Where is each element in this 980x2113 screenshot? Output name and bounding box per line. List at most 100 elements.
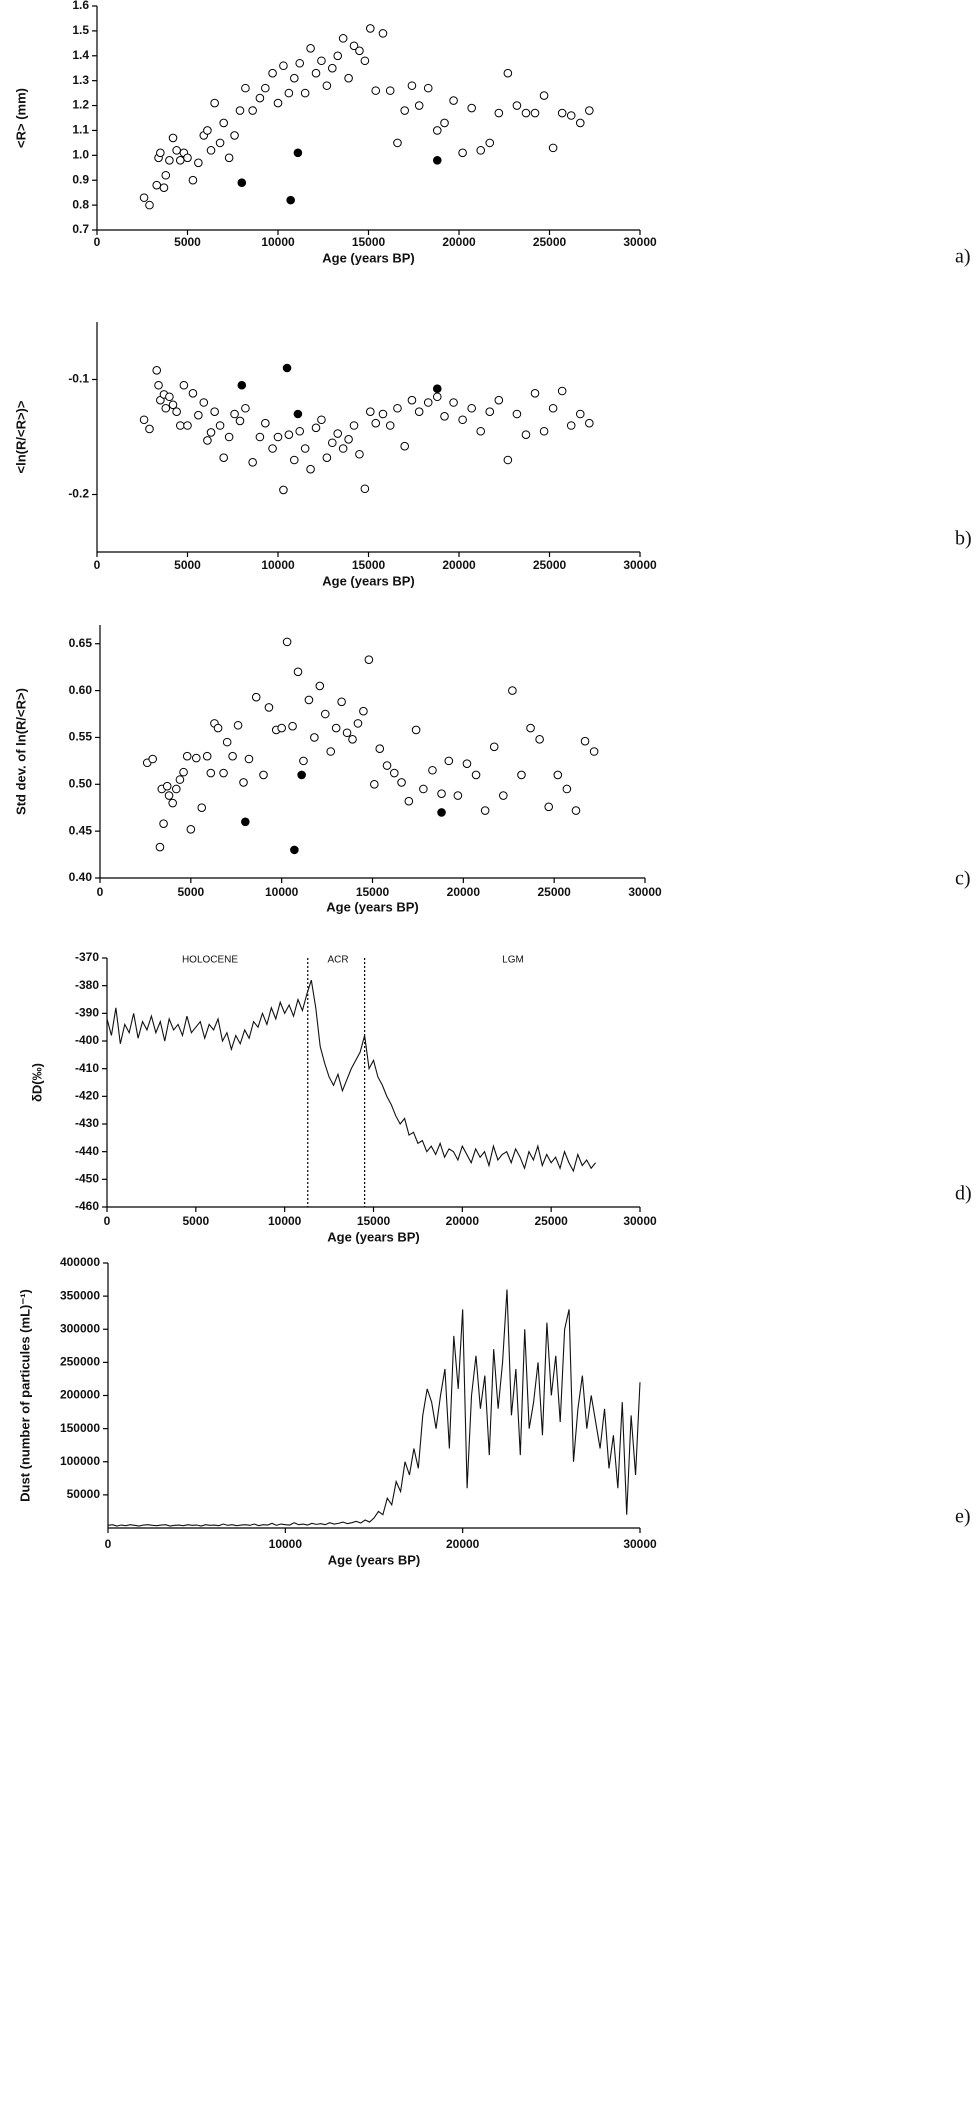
data-point — [589, 747, 599, 756]
data-point — [530, 389, 540, 398]
data-point — [183, 421, 192, 430]
y-tick-label: 150000 — [60, 1421, 100, 1435]
y-tick-label: -0.1 — [68, 372, 89, 386]
data-point — [512, 101, 522, 110]
x-tick-label: 30000 — [623, 1537, 657, 1551]
data-point — [414, 407, 424, 417]
x-tick-label: 20000 — [442, 558, 476, 572]
panel-label: c) — [955, 868, 971, 890]
data-point — [300, 444, 310, 453]
data-point — [575, 409, 585, 419]
data-point — [241, 403, 250, 413]
data-point — [172, 407, 181, 417]
data-point — [453, 791, 463, 800]
data-point — [370, 779, 379, 789]
data-point — [400, 106, 410, 115]
data-point — [172, 146, 181, 155]
data-point — [286, 195, 295, 205]
data-point — [288, 721, 297, 731]
data-point — [304, 695, 314, 705]
data-point — [344, 435, 353, 444]
data-point — [437, 808, 446, 817]
data-point — [284, 88, 294, 98]
data-point — [371, 418, 381, 428]
data-point — [255, 432, 265, 442]
data-point — [489, 742, 499, 752]
y-axis-title: δD(‰) — [29, 1063, 44, 1102]
data-point — [407, 395, 417, 405]
panel-label: a) — [955, 246, 971, 268]
data-point — [268, 444, 277, 453]
y-tick-label: -400 — [75, 1033, 99, 1047]
x-tick-label: 20000 — [442, 235, 476, 249]
data-point — [359, 706, 368, 716]
x-tick-label: 0 — [94, 235, 101, 249]
data-point — [526, 723, 535, 733]
data-point — [248, 106, 257, 115]
data-point — [183, 153, 192, 163]
data-point — [360, 56, 370, 66]
data-point — [228, 751, 237, 761]
data-point — [210, 98, 219, 108]
data-point — [364, 655, 374, 664]
data-point — [295, 58, 305, 68]
data-point — [311, 423, 321, 433]
data-point — [432, 156, 442, 165]
x-tick-label: 10000 — [265, 885, 299, 899]
data-line — [106, 979, 597, 1173]
data-point — [213, 723, 223, 733]
data-point — [244, 754, 254, 764]
data-point — [360, 484, 370, 494]
data-point — [297, 770, 306, 780]
data-point — [566, 111, 576, 120]
data-point — [385, 421, 395, 430]
data-point — [530, 108, 540, 118]
data-point — [317, 415, 326, 425]
data-point — [273, 432, 283, 442]
data-point — [499, 791, 508, 800]
y-tick-label: 0.45 — [69, 823, 93, 837]
data-point — [378, 409, 388, 419]
data-point — [544, 802, 554, 812]
data-point — [517, 770, 526, 780]
y-axis-title: Std dev. of ln(R/<R>) — [13, 688, 28, 815]
data-point — [326, 747, 336, 756]
data-point — [164, 791, 174, 800]
data-point — [293, 148, 303, 158]
data-point — [328, 438, 337, 448]
y-tick-label: 0.60 — [69, 683, 93, 697]
data-point — [400, 441, 410, 451]
data-point — [423, 83, 433, 93]
data-point — [393, 403, 402, 413]
data-point — [317, 56, 326, 66]
x-tick-label: 30000 — [628, 885, 662, 899]
y-tick-label: 50000 — [67, 1487, 101, 1501]
x-tick-label: 0 — [105, 1537, 112, 1551]
data-point — [557, 108, 567, 118]
y-tick-label: 0.55 — [69, 730, 93, 744]
data-point — [355, 449, 364, 459]
x-tick-label: 20000 — [446, 1214, 480, 1228]
y-tick-label: -430 — [75, 1116, 99, 1130]
data-point — [485, 138, 495, 148]
data-point — [521, 430, 531, 440]
y-tick-label: -450 — [75, 1172, 99, 1186]
y-tick-label: -0.2 — [68, 487, 89, 501]
data-point — [277, 723, 286, 733]
data-point — [237, 178, 247, 188]
data-point — [378, 29, 388, 38]
data-point — [414, 101, 424, 110]
data-point — [411, 725, 421, 735]
data-point — [366, 24, 375, 33]
x-tick-label: 15000 — [352, 235, 386, 249]
x-tick-label: 5000 — [177, 885, 204, 899]
data-point — [172, 784, 181, 794]
x-tick-label: 25000 — [537, 885, 571, 899]
data-point — [154, 380, 163, 390]
y-tick-label: 0.7 — [72, 222, 89, 236]
data-point — [428, 765, 437, 775]
data-point — [315, 681, 325, 691]
data-point — [289, 455, 299, 465]
data-point — [480, 806, 490, 815]
data-point — [203, 126, 212, 135]
